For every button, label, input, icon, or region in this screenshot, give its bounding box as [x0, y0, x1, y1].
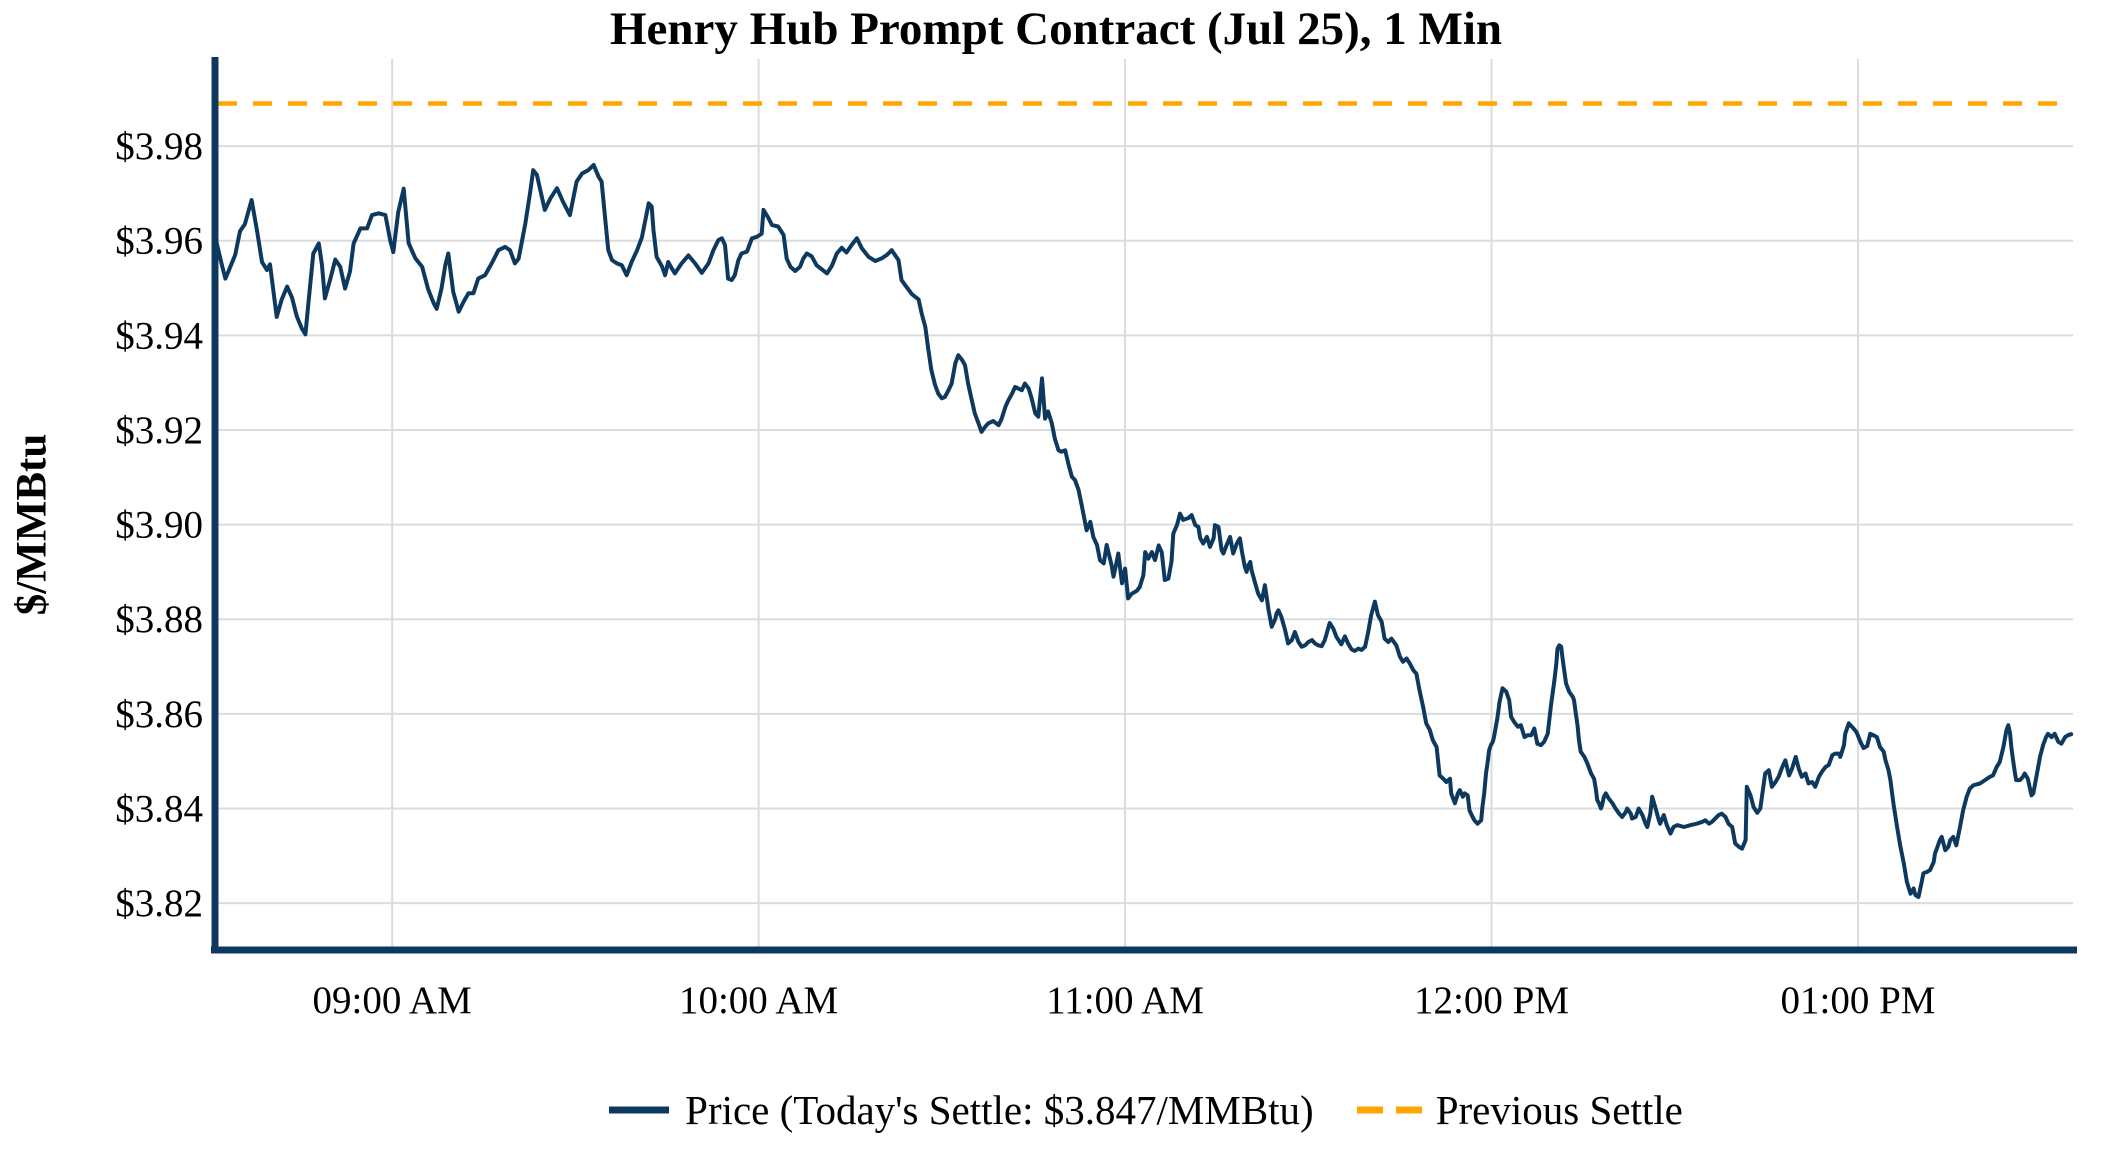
price-line	[213, 163, 2074, 899]
x-tick-label: 01:00 PM	[1781, 979, 1936, 1022]
x-tick-label: 11:00 AM	[1046, 979, 1204, 1022]
previous-settle-swatch	[1356, 1106, 1422, 1114]
y-tick-label: $3.90	[115, 504, 203, 547]
y-tick-label: $3.94	[115, 314, 203, 357]
legend-previous-settle-label: Previous Settle	[1435, 1087, 1683, 1133]
y-tick-label: $3.96	[115, 220, 203, 263]
chart-title: Henry Hub Prompt Contract (Jul 25), 1 Mi…	[609, 3, 1503, 55]
x-tick-label: 12:00 PM	[1414, 979, 1569, 1022]
y-tick-label: $3.88	[115, 598, 203, 641]
legend: Price (Today's Settle: $3.847/MMBtu) Pre…	[0, 1086, 2112, 1134]
price-line-swatch	[609, 1106, 670, 1114]
x-tick-label: 09:00 AM	[312, 979, 471, 1022]
x-tick-label: 10:00 AM	[679, 979, 838, 1022]
y-tick-label: $3.84	[115, 788, 203, 831]
y-tick-label: $3.82	[115, 882, 203, 925]
y-tick-label: $3.86	[115, 693, 203, 736]
legend-price-label: Price (Today's Settle: $3.847/MMBtu)	[685, 1087, 1314, 1133]
y-tick-label: $3.92	[115, 409, 203, 452]
y-tick-label: $3.98	[115, 125, 203, 168]
